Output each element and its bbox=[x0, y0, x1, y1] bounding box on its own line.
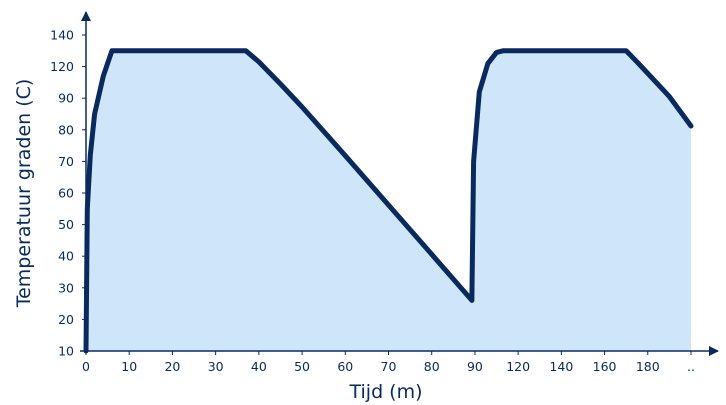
y-tick-label: 40 bbox=[58, 249, 74, 264]
y-axis-title: Temperatuur graden (C) bbox=[13, 79, 35, 309]
x-tick-label: 60 bbox=[337, 359, 353, 374]
temperature-series-line bbox=[83, 48, 694, 354]
y-tick-label: 10 bbox=[58, 344, 74, 359]
y-tick-label: 60 bbox=[58, 186, 74, 201]
x-tick-label: 50 bbox=[294, 359, 310, 374]
y-tick-label: 30 bbox=[58, 280, 74, 295]
x-tick-label: 140 bbox=[549, 359, 573, 374]
y-tick-label: 90 bbox=[58, 91, 74, 106]
x-tick-label: 120 bbox=[506, 359, 530, 374]
y-tick-labels: 10 20 30 40 50 60 70 80 90 120 140 bbox=[50, 28, 86, 359]
x-tick-label: .. bbox=[687, 359, 695, 374]
y-tick-label: 80 bbox=[58, 122, 74, 137]
temperature-area-fill bbox=[86, 50, 691, 352]
x-tick-labels: 0 10 20 30 40 50 60 70 80 90 120 140 160 180.. bbox=[82, 351, 695, 374]
x-tick-label: 180 bbox=[636, 359, 660, 374]
x-tick-label: 30 bbox=[208, 359, 224, 374]
y-tick-label: 70 bbox=[58, 154, 74, 169]
x-tick-label: 80 bbox=[424, 359, 440, 374]
x-tick-label: 70 bbox=[381, 359, 397, 374]
x-axis-title: Tijd (m) bbox=[348, 381, 422, 403]
x-tick-label: 0 bbox=[82, 359, 90, 374]
x-tick-label: 20 bbox=[164, 359, 180, 374]
x-tick-label: 10 bbox=[121, 359, 137, 374]
y-tick-label: 20 bbox=[58, 312, 74, 327]
y-tick-label: 50 bbox=[58, 217, 74, 232]
y-tick-label: 120 bbox=[50, 59, 74, 74]
x-tick-label: 160 bbox=[593, 359, 617, 374]
x-tick-label: 40 bbox=[251, 359, 267, 374]
x-tick-label: 90 bbox=[467, 359, 483, 374]
y-tick-label: 140 bbox=[50, 28, 74, 43]
